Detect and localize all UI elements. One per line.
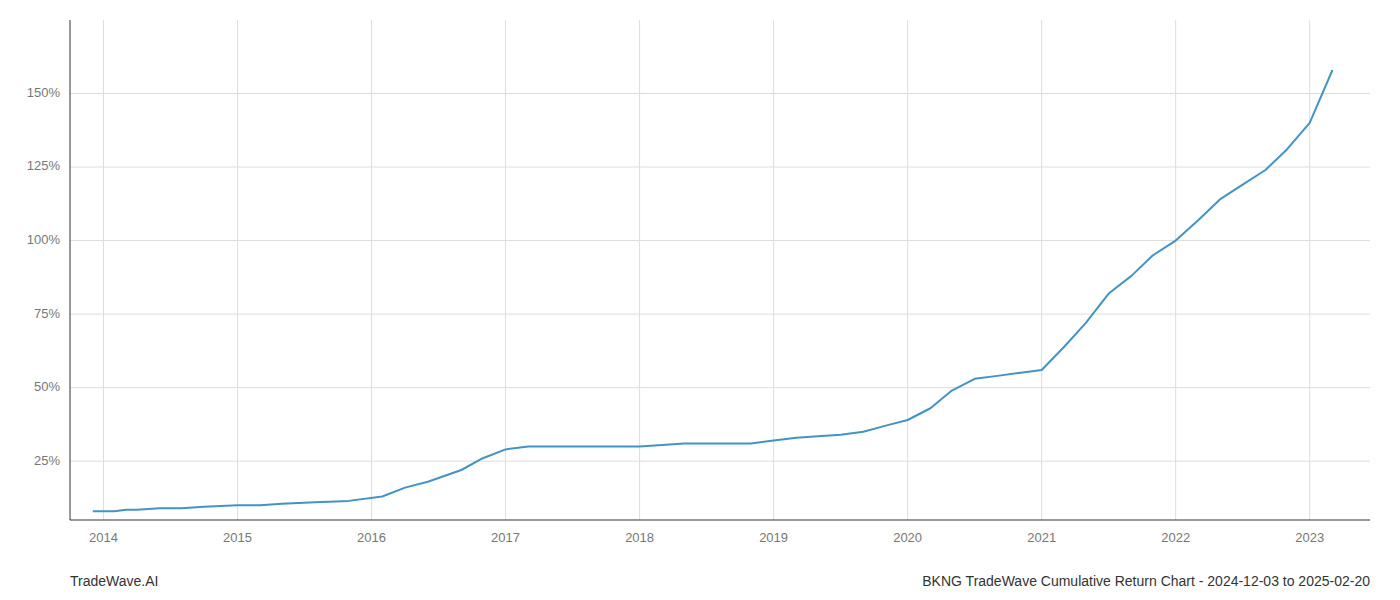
chart: 25% 50% 75% 100% 125% 150% 2014 2015 2016 2017 201… (0, 0, 1400, 600)
x-tick-label: 2023 (1295, 530, 1324, 545)
background (0, 0, 1400, 600)
x-grid-line (639, 20, 640, 520)
x-tick-label: 2017 (491, 530, 520, 545)
y-tick-label: 125% (27, 158, 61, 173)
y-tick-label: 150% (27, 85, 61, 100)
title: BKNG TradeWave Cumulative Return Chart -… (922, 573, 1370, 589)
y-tick-label: 75% (34, 306, 60, 321)
watermark: TradeWave.AI (70, 573, 158, 589)
y-tick-label: 25% (34, 453, 60, 468)
y-tick-label: 100% (27, 232, 61, 247)
y-grid-line (70, 387, 1370, 388)
y-grid-line (70, 461, 1370, 462)
x-grid-line (237, 20, 238, 520)
x-grid-line (371, 20, 372, 520)
y-tick-label: 50% (34, 379, 60, 394)
x-tick-label: 2022 (1161, 530, 1190, 545)
y-grid-line (70, 93, 1370, 94)
plot-area (93, 70, 1333, 511)
x-tick-label: 2021 (1027, 530, 1056, 545)
x-tick-label: 2018 (625, 530, 654, 545)
tick-labels: 25% 50% 75% 100% 125% 150% 2014 2015 2016 2017 201… (27, 85, 1324, 545)
x-tick-label: 2019 (759, 530, 788, 545)
x-tick-label: 2015 (223, 530, 252, 545)
y-axis-line (70, 20, 71, 520)
x-grid-line (1041, 20, 1042, 520)
x-tick-label: 2016 (357, 530, 386, 545)
x-grid-line (505, 20, 506, 520)
y-grid-line (70, 167, 1370, 168)
x-grid-line (103, 20, 104, 520)
x-grid-line (907, 20, 908, 520)
x-grid-line (773, 20, 774, 520)
x-grid-line (1309, 20, 1310, 520)
x-axis-line (70, 520, 1370, 521)
line (93, 70, 1333, 511)
x-tick-label: 2014 (89, 530, 118, 545)
x-tick-label: 2020 (893, 530, 922, 545)
x-grid-line (1175, 20, 1176, 520)
grid (70, 20, 1370, 520)
y-grid-line (70, 314, 1370, 315)
